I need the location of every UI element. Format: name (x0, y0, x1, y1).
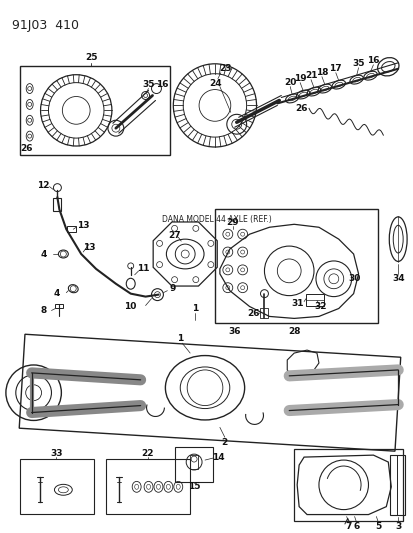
Text: 1: 1 (192, 304, 198, 313)
Text: 15: 15 (188, 482, 200, 491)
Text: 13: 13 (83, 243, 95, 252)
Bar (214, 209, 377, 324)
Text: 26: 26 (20, 143, 33, 152)
Text: 34: 34 (391, 274, 404, 283)
Text: 18: 18 (315, 68, 328, 77)
Text: 4: 4 (40, 249, 47, 259)
Text: 26: 26 (294, 104, 306, 113)
Text: 19: 19 (293, 74, 306, 83)
Text: 26: 26 (247, 309, 259, 318)
Text: 6: 6 (353, 522, 359, 531)
Text: 8: 8 (40, 306, 47, 315)
Text: 35: 35 (142, 80, 154, 89)
Text: 36: 36 (228, 327, 240, 336)
Text: 13: 13 (77, 221, 89, 230)
Text: 20: 20 (283, 78, 296, 87)
Bar (305, 294, 323, 305)
Text: 24: 24 (209, 79, 222, 88)
Bar (53, 198, 61, 212)
Text: DANA MODEL 44 AXLE (REF.): DANA MODEL 44 AXLE (REF.) (162, 215, 271, 224)
Bar (190, 455, 197, 469)
Text: 11: 11 (137, 264, 150, 273)
Text: 16: 16 (156, 80, 168, 89)
Text: 1: 1 (177, 334, 183, 343)
Text: 29: 29 (226, 218, 238, 227)
Bar (20, 459, 94, 514)
Text: 12: 12 (37, 181, 50, 190)
Bar (175, 447, 212, 482)
Text: 7: 7 (344, 522, 351, 531)
Text: 2: 2 (221, 438, 228, 447)
Bar (389, 455, 404, 514)
Text: 35: 35 (351, 59, 364, 68)
Bar (260, 309, 268, 318)
Bar (20, 66, 170, 155)
Text: 16: 16 (366, 56, 379, 66)
Text: 22: 22 (141, 449, 154, 458)
Text: 5: 5 (374, 522, 381, 531)
Bar (294, 449, 402, 521)
Bar (67, 227, 76, 232)
Bar (106, 459, 190, 514)
Text: 33: 33 (50, 449, 62, 458)
Text: 31: 31 (290, 299, 303, 308)
Text: 25: 25 (85, 53, 97, 62)
Text: 17: 17 (329, 64, 341, 73)
Text: 32: 32 (314, 302, 326, 311)
Text: 30: 30 (348, 274, 360, 283)
Text: 3: 3 (394, 522, 400, 531)
Text: 91J03  410: 91J03 410 (12, 19, 78, 32)
Bar (55, 304, 63, 309)
Text: 23: 23 (219, 64, 232, 73)
Text: 27: 27 (168, 231, 180, 240)
Text: 21: 21 (304, 71, 316, 80)
Text: 28: 28 (287, 327, 300, 336)
Text: 4: 4 (53, 289, 59, 298)
Text: 10: 10 (124, 302, 137, 311)
Text: 9: 9 (169, 284, 175, 293)
Text: 14: 14 (211, 453, 224, 462)
